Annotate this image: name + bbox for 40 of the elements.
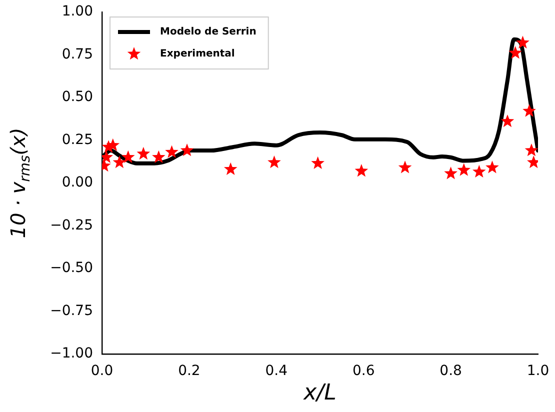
point (152, 150, 166, 164)
point (522, 104, 536, 117)
x-tick-label: 0.4 (265, 363, 288, 380)
y-tick-label: 0.00 (62, 174, 93, 191)
point (516, 36, 530, 48)
point (311, 156, 324, 169)
point (165, 145, 178, 158)
point (398, 160, 412, 174)
x-tick-label: 0.0 (90, 363, 114, 380)
x-tick-label: 0.6 (352, 363, 375, 380)
y-tick-label: 0.25 (62, 132, 93, 148)
y-tick-label: −0.50 (50, 260, 93, 276)
point (500, 114, 514, 128)
point (122, 150, 135, 164)
y-tick-label: −1.00 (50, 346, 93, 362)
point (508, 46, 522, 59)
y-tick-label: 0.75 (62, 46, 93, 62)
point (354, 164, 368, 177)
point (444, 166, 458, 180)
point (180, 144, 194, 156)
y-tick-label: −0.25 (50, 217, 93, 234)
point (472, 164, 486, 178)
x-axis-title: x/L (302, 380, 336, 406)
point (486, 160, 499, 174)
point (136, 146, 150, 160)
x-tick-label: 0.8 (440, 363, 462, 380)
legend-label: Modelo de Serrin (160, 26, 256, 38)
y-tick-label: 1.00 (62, 4, 93, 20)
point (106, 138, 120, 152)
x-tick-label: 0.2 (178, 363, 200, 380)
point (524, 144, 538, 156)
point (457, 163, 471, 176)
y-tick-label: −0.75 (50, 302, 93, 319)
point (268, 155, 281, 168)
legend-label: Experimental (160, 48, 235, 60)
y-axis-title: 10 · vrms(x) (6, 128, 34, 238)
x-tick-label: 1.0 (526, 363, 550, 380)
point (224, 162, 238, 175)
y-tick-label: 0.50 (62, 89, 93, 106)
point (112, 155, 126, 168)
